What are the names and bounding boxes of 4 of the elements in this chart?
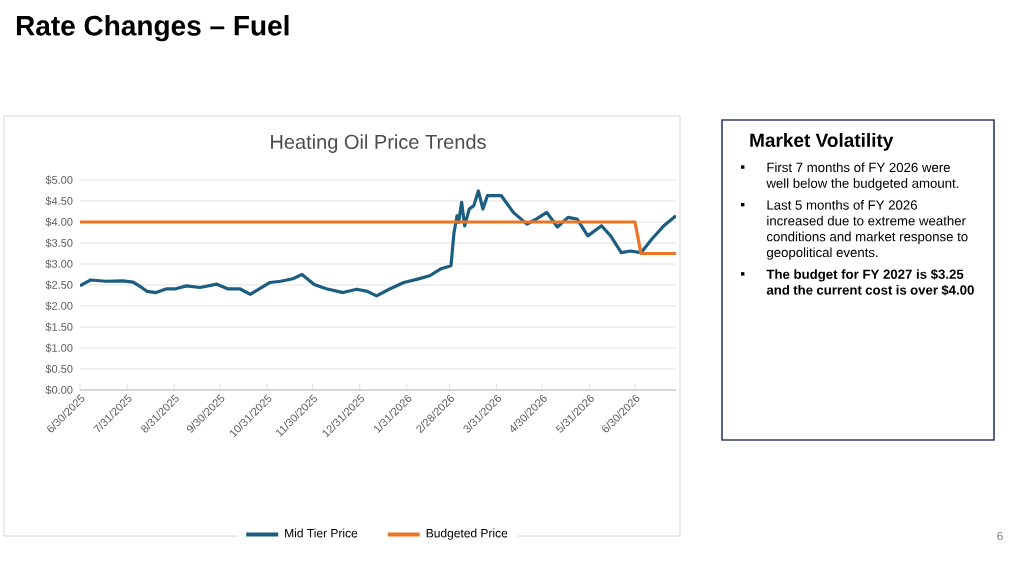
text: Market Volatility	[750, 133, 894, 151]
chart-title: Heating Oil Price Trends	[271, 134, 486, 153]
text: Rate Changes – Fuel	[16, 15, 289, 42]
line-series	[80, 189, 677, 298]
